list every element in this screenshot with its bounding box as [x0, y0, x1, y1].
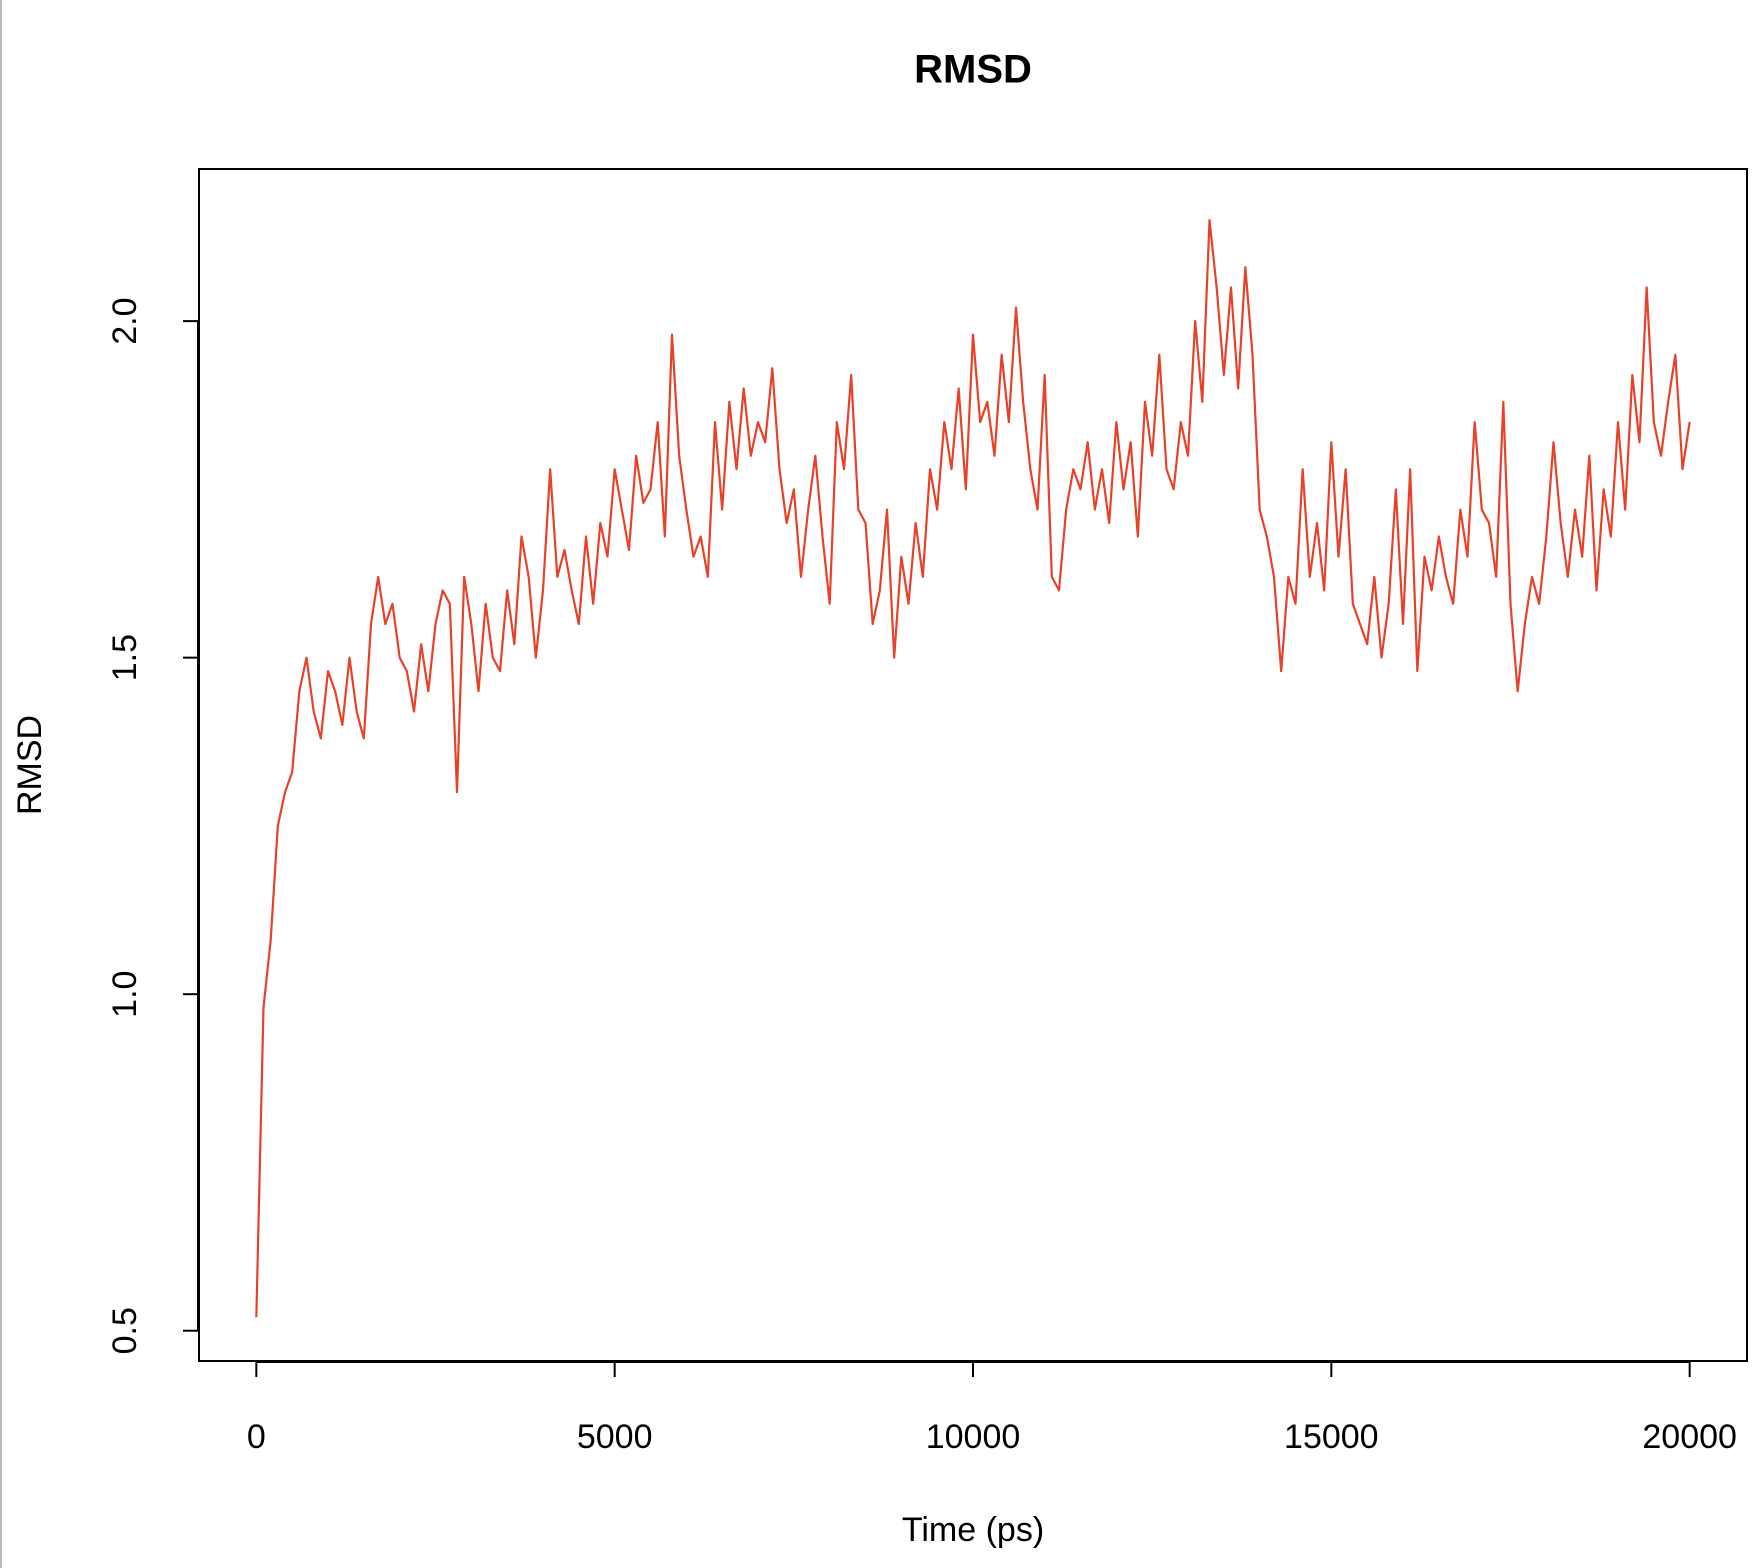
y-tick-label: 0.5 [106, 1307, 144, 1354]
x-tick-label: 5000 [577, 1418, 653, 1456]
data-line [255, 219, 1691, 1318]
x-axis-label: Time (ps) [902, 1511, 1044, 1549]
y-tick-label: 2.0 [106, 297, 144, 344]
x-tick-label: 10000 [926, 1418, 1021, 1456]
x-tick-label: 20000 [1642, 1418, 1737, 1456]
x-tick-label: 0 [247, 1418, 266, 1456]
y-tick-label: 1.0 [106, 971, 144, 1018]
y-axis-label: RMSD [11, 715, 49, 815]
y-tick-label: 1.5 [106, 634, 144, 681]
x-tick-label: 15000 [1284, 1418, 1379, 1456]
chart-title: RMSD [914, 48, 1032, 92]
